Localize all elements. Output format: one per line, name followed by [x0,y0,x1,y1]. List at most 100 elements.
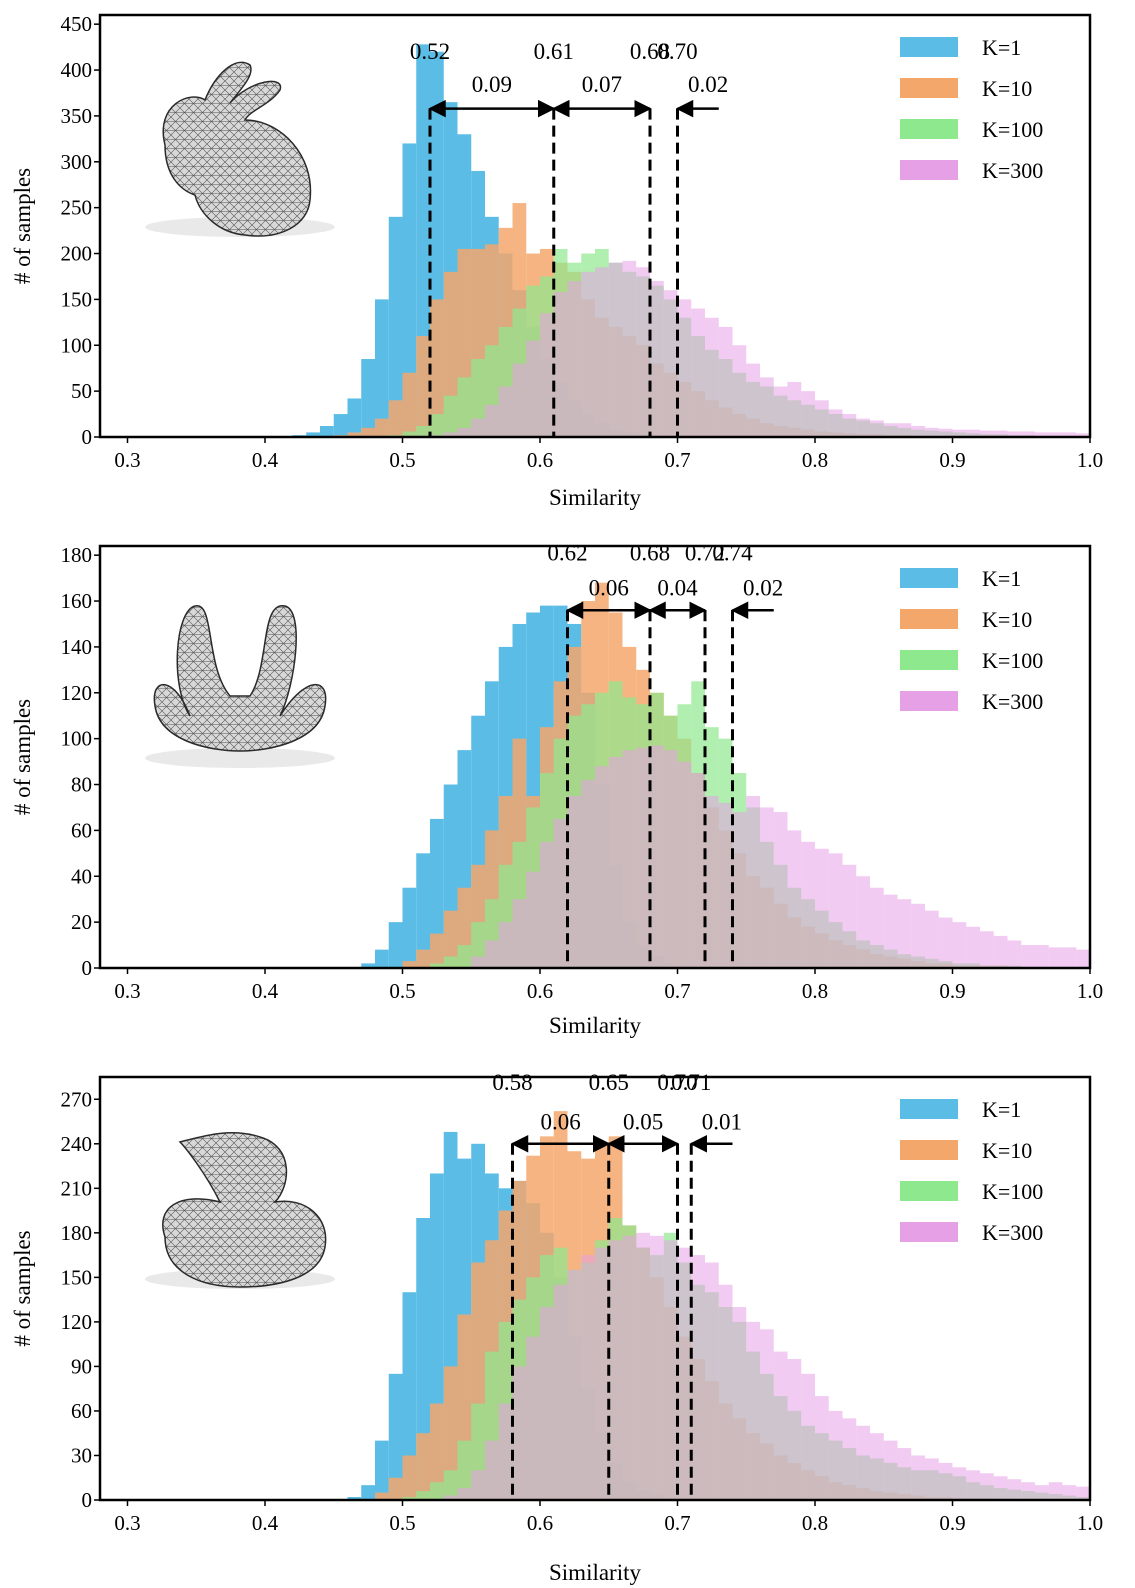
histogram-bar [1062,1485,1077,1500]
histogram-bar [1035,432,1049,437]
histogram-bar [787,381,802,437]
histogram-bar [567,281,582,437]
histogram-bar [622,260,637,437]
histogram-bar [608,757,623,968]
histogram-bar [416,425,430,437]
y-tick-label: 210 [61,1176,93,1200]
x-tick-label: 1.0 [1077,448,1103,472]
histogram-bar [430,933,444,968]
chart-panel-1: 0.52 0.61 0.680.700.09 0.07 0.020.3 0.4 0.5 0.6… [10,12,1103,510]
histogram-bar [870,1433,884,1500]
histogram-bar [993,1476,1008,1500]
histogram-bar [718,1284,733,1500]
x-tick-label: 1.0 [1077,1511,1103,1535]
histogram-bar [897,899,912,968]
x-axis-label: Similarity [549,1560,642,1585]
y-tick-label: 140 [61,635,93,659]
threshold-label: 0.61 [534,39,574,64]
legend-swatch [900,1222,958,1242]
x-tick-label: 0.7 [664,979,690,1003]
legend-label: K=100 [982,648,1043,673]
histogram-bar [416,1491,430,1500]
histogram-bar [732,1307,747,1500]
x-tick-label: 0.4 [252,448,279,472]
histogram-bar [856,418,870,437]
histogram-bar [416,853,430,968]
histogram-bar [1007,940,1022,968]
y-tick-label: 100 [61,333,93,357]
mesh-shadow [145,748,335,768]
legend-swatch [900,37,958,57]
histogram-bar [553,1284,568,1500]
histogram-bar [498,1403,513,1500]
legend: K=1 K=10 K=100 K=300 [900,35,1043,183]
histogram-bar [911,425,925,437]
histogram-bar [787,1359,802,1500]
histogram-bar [402,1455,417,1500]
histogram-bar [443,1495,458,1500]
y-tick-label: 100 [61,727,93,751]
legend-label: K=300 [982,1220,1043,1245]
mesh-icon-group [145,1131,335,1289]
histogram-bar [402,961,417,968]
histogram-bar [443,910,458,968]
legend: K=1 K=10 K=100 K=300 [900,566,1043,714]
histogram-bar [416,336,430,437]
legend-swatch [900,568,958,588]
y-tick-label: 120 [61,681,93,705]
x-tick-label: 0.9 [939,1511,965,1535]
histogram-bar [347,1497,362,1500]
histogram-bar [787,830,802,968]
histogram-bar [1048,1482,1063,1500]
histogram-bar [980,931,994,968]
histogram-bar [595,267,609,437]
histogram-bar [801,1373,815,1500]
legend-label: K=1 [982,566,1021,591]
x-tick-label: 0.7 [664,448,690,472]
x-tick-label: 0.6 [527,979,553,1003]
legend-label: K=10 [982,76,1032,101]
histogram-bar [718,326,733,437]
histogram-bar [375,1440,389,1500]
histogram-bar [430,1482,444,1500]
histogram-bar [993,430,1008,437]
histogram-bar [443,1470,458,1500]
histogram-bar [966,1470,980,1500]
histogram-bar [595,1247,609,1500]
histogram-bar [1076,1486,1090,1500]
histogram-bar [815,400,829,437]
histogram-bar [1062,432,1077,437]
histogram-bar [966,429,980,437]
histogram-bar [773,1351,788,1500]
histogram-bar [512,363,527,437]
histogram-bar [443,1366,458,1500]
histogram-bar [650,745,664,968]
histogram-bar [760,377,774,437]
histogram-bar [553,292,568,437]
series-k-300 [430,260,1090,437]
y-tick-label: 150 [61,287,93,311]
threshold-label: 0.68 [630,541,670,566]
histogram-bar [540,313,554,437]
difference-label: 0.06 [589,575,629,600]
series-k-300 [471,745,1090,968]
histogram-bar [567,1269,582,1500]
histogram-bar [553,818,568,968]
histogram-bar [925,1458,939,1500]
histogram-bar [416,949,430,968]
histogram-bar [443,395,458,437]
histogram-bar [842,864,857,968]
histogram-bar [471,418,485,437]
histogram-bar [883,423,898,437]
x-tick-label: 0.5 [389,448,415,472]
histogram-bar [815,1396,829,1500]
threshold-label: 0.70 [657,1070,697,1095]
histogram-bar [388,1373,403,1500]
histogram-bar [897,423,912,437]
histogram-bar [581,779,595,968]
legend-swatch [900,160,958,180]
difference-label: 0.01 [702,1110,742,1135]
histogram-bar [980,430,994,437]
histogram-bar [402,143,417,437]
histogram-bar [718,802,733,968]
